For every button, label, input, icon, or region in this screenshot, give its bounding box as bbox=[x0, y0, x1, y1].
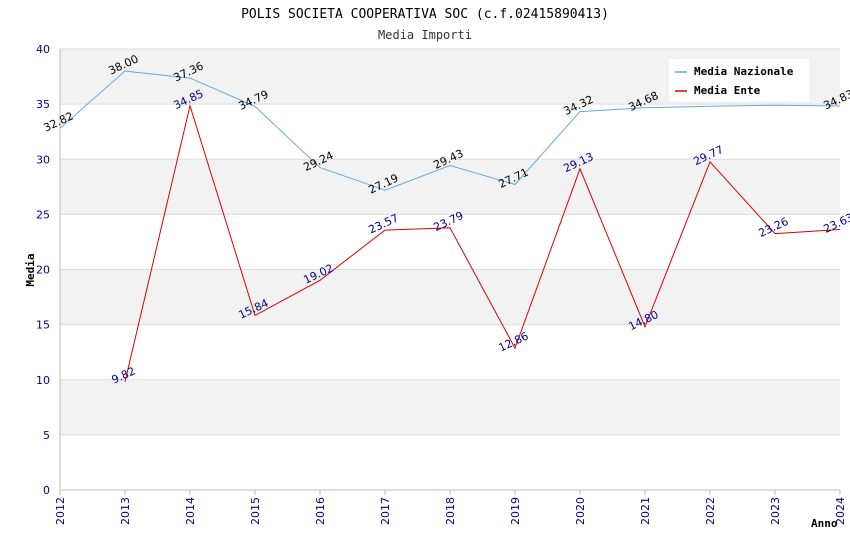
y-tick-label: 40 bbox=[36, 43, 50, 56]
y-axis-label: Media bbox=[24, 253, 37, 286]
y-tick-label: 10 bbox=[36, 374, 50, 387]
x-tick-label: 2020 bbox=[574, 497, 587, 525]
x-tick-label: 2015 bbox=[249, 497, 262, 525]
x-tick-label: 2016 bbox=[314, 497, 327, 525]
y-tick-label: 0 bbox=[43, 484, 50, 497]
grid-band bbox=[60, 379, 840, 435]
legend-label-media-nazionale: Media Nazionale bbox=[694, 65, 794, 78]
chart-subtitle: Media Importi bbox=[378, 28, 472, 42]
x-axis-label: Anno bbox=[811, 517, 838, 530]
legend-label-media-ente: Media Ente bbox=[694, 84, 761, 97]
grid-band bbox=[60, 159, 840, 215]
legend: Media Nazionale Media Ente bbox=[669, 59, 809, 101]
y-tick-label: 35 bbox=[36, 98, 50, 111]
x-tick-label: 2021 bbox=[639, 497, 652, 525]
x-tick-label: 2013 bbox=[119, 497, 132, 525]
series-line-media-ente bbox=[124, 103, 841, 382]
y-tick-label: 15 bbox=[36, 319, 50, 332]
y-tick-label: 25 bbox=[36, 208, 50, 221]
x-tick-label: 2017 bbox=[379, 497, 392, 525]
y-tick-label: 5 bbox=[43, 429, 50, 442]
y-tick-label: 20 bbox=[36, 264, 50, 277]
legend-box bbox=[669, 59, 809, 101]
series-line-media-nazionale bbox=[59, 70, 841, 191]
x-tick-label: 2012 bbox=[54, 497, 67, 525]
x-tick-label: 2022 bbox=[704, 497, 717, 525]
x-tick-label: 2024 bbox=[834, 497, 847, 525]
y-tick-label: 30 bbox=[36, 153, 50, 166]
x-tick-label: 2018 bbox=[444, 497, 457, 525]
x-tick-label: 2023 bbox=[769, 497, 782, 525]
x-tick-label: 2019 bbox=[509, 497, 522, 525]
x-tick-label: 2014 bbox=[184, 497, 197, 525]
grid-band bbox=[60, 269, 840, 325]
chart-title: POLIS SOCIETA COOPERATIVA SOC (c.f.02415… bbox=[241, 7, 609, 22]
